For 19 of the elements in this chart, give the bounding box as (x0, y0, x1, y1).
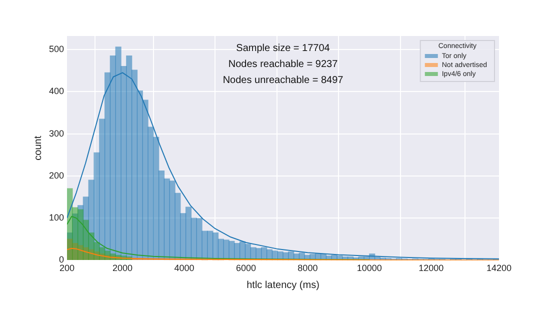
x-tick-label: 2000 (112, 263, 133, 274)
y-tick-label: 300 (48, 128, 64, 138)
x-tick-label: 200 (60, 263, 75, 274)
annotation: Nodes reachable = 9237 (228, 58, 338, 70)
annotation: Sample size = 17704 (236, 42, 330, 54)
x-tick-label: 10000 (356, 263, 382, 274)
x-tick-label: 8000 (298, 263, 318, 274)
x-tick-label: 14200 (486, 263, 512, 274)
y-tick-label: 0 (59, 254, 64, 265)
y-tick-label: 200 (48, 170, 64, 180)
y-tick-label: 500 (48, 44, 64, 54)
x-axis-title: htlc latency (ms) (246, 280, 320, 291)
y-tick-label: 100 (48, 212, 64, 223)
x-tick-label: 12000 (418, 263, 444, 274)
y-tick-label: 400 (48, 86, 64, 96)
x-tick-label: 4000 (174, 263, 194, 274)
y-axis-title: count (32, 136, 44, 160)
annotation: Nodes unreachable = 8497 (222, 74, 344, 86)
x-tick-label: 6000 (236, 263, 256, 274)
